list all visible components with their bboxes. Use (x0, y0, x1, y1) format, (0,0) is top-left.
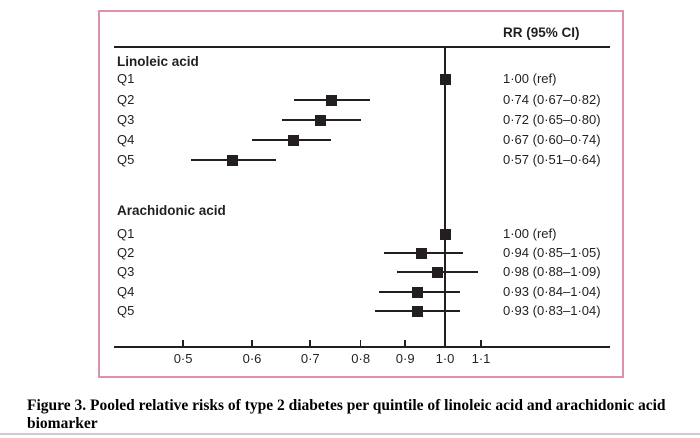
rr-value-text: 0·98 (0·88–1·09) (503, 264, 601, 279)
axis-tick-label: 0·8 (351, 351, 371, 366)
row-label: Q3 (117, 264, 135, 279)
row-label: Q4 (117, 284, 135, 299)
axis-tick (359, 340, 362, 347)
forest-plot-figure: RR (95% CI) 0·5 0·6 0·7 0·8 0·9 1·0 1·1 Linolei… (98, 10, 624, 378)
rr-value-text: 0·72 (0·65–0·80) (503, 112, 601, 127)
rr-value-text: 0·93 (0·84–1·04) (503, 284, 601, 299)
rr-value-text: 0·74 (0·67–0·82) (503, 92, 601, 107)
row-label: Q2 (117, 92, 135, 107)
axis-tick (182, 340, 184, 347)
rr-column-header: RR (95% CI) (503, 25, 580, 40)
rr-value-text: 0·94 (0·85–1·05) (503, 245, 601, 260)
axis-tick-label: 0·5 (173, 351, 193, 366)
row-label: Q2 (117, 245, 135, 260)
axis-tick-label: 0·9 (395, 351, 415, 366)
point-estimate-square (325, 94, 337, 106)
axis-tick (404, 340, 406, 347)
point-estimate-square (412, 286, 424, 298)
row-label: Q1 (117, 226, 135, 241)
point-estimate-square (288, 134, 300, 146)
rr-value-text: 1·00 (ref) (503, 226, 557, 241)
axis-tick (480, 340, 482, 347)
bottom-divider-line (0, 433, 700, 435)
axis-tick-label: 0·7 (300, 351, 320, 366)
section-label: Linoleic acid (117, 54, 199, 69)
rr-value-text: 0·67 (0·60–0·74) (503, 132, 601, 147)
row-label: Q4 (117, 132, 135, 147)
point-estimate-square (439, 228, 451, 240)
x-axis-line (114, 346, 610, 348)
axis-tick-label: 1·1 (471, 351, 491, 366)
row-label: Q5 (117, 152, 135, 167)
axis-tick-label: 1·0 (435, 351, 455, 366)
point-estimate-square (439, 73, 451, 85)
point-estimate-square (431, 266, 443, 278)
axis-tick (309, 340, 311, 347)
axis-tick-label: 0·6 (242, 351, 262, 366)
row-label: Q1 (117, 71, 135, 86)
point-estimate-square (416, 247, 428, 259)
section-label: Arachidonic acid (117, 203, 226, 218)
header-separator-line (114, 46, 610, 48)
row-label: Q5 (117, 303, 135, 318)
rr-value-text: 0·57 (0·51–0·64) (503, 152, 601, 167)
axis-tick (444, 340, 446, 347)
point-estimate-square (315, 114, 327, 126)
figure-caption: Figure 3. Pooled relative risks of type … (27, 397, 666, 432)
point-estimate-square (227, 154, 239, 166)
rr-value-text: 1·00 (ref) (503, 71, 557, 86)
axis-tick (251, 340, 253, 347)
rr-value-text: 0·93 (0·83–1·04) (503, 303, 601, 318)
row-label: Q3 (117, 112, 135, 127)
point-estimate-square (412, 305, 424, 317)
reference-line (444, 46, 446, 346)
